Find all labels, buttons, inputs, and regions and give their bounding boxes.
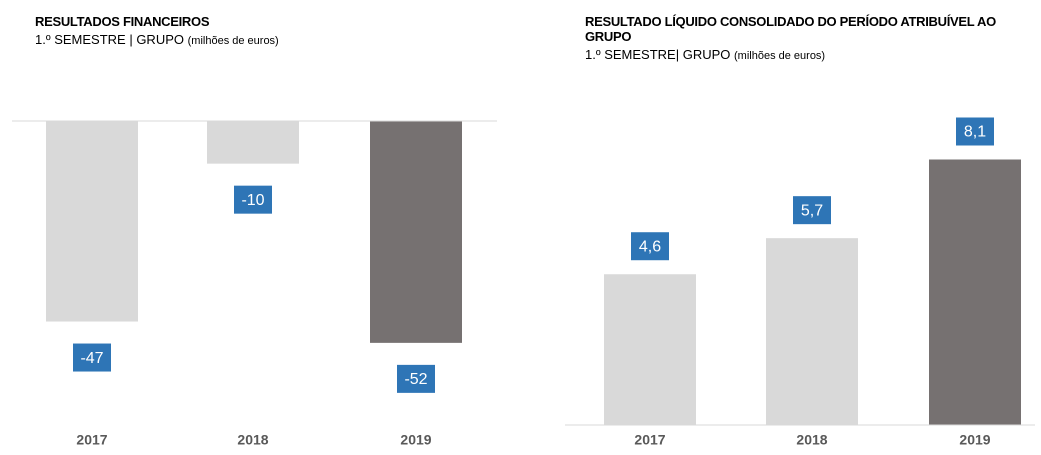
chart-header: RESULTADO LÍQUIDO CONSOLIDADO DO PERÍODO…	[585, 14, 1005, 62]
chart-subtitle: 1.º SEMESTRE | GRUPO	[35, 32, 184, 47]
x-tick-label: 2017	[634, 432, 665, 448]
bar	[207, 121, 299, 164]
x-tick-label: 2019	[400, 432, 431, 448]
value-label: -47	[80, 350, 103, 367]
bar	[604, 274, 696, 425]
chart-header: RESULTADOS FINANCEIROS 1.º SEMESTRE | GR…	[35, 14, 475, 47]
unit-label: (milhões de euros)	[187, 35, 279, 47]
chart-title: RESULTADO LÍQUIDO CONSOLIDADO DO PERÍODO…	[585, 14, 996, 44]
value-label: 4,6	[639, 238, 661, 255]
value-label-box	[956, 117, 994, 146]
unit-label: (milhões de euros)	[734, 50, 826, 62]
x-tick-label: 2018	[237, 432, 268, 448]
value-label-box	[234, 185, 272, 214]
chart-subtitle: 1.º SEMESTRE| GRUPO	[585, 47, 731, 62]
bar	[46, 121, 138, 322]
value-label-box	[397, 364, 435, 393]
x-tick-label: 2019	[959, 432, 990, 448]
value-label: -52	[404, 371, 427, 388]
bar	[929, 159, 1021, 425]
x-tick-label: 2018	[796, 432, 827, 448]
chart-title: RESULTADOS FINANCEIROS	[35, 14, 210, 29]
value-label: 8,1	[964, 124, 986, 141]
bar	[766, 238, 858, 425]
x-tick-label: 2017	[76, 432, 107, 448]
value-label-box	[631, 232, 669, 261]
value-label: 5,7	[801, 202, 823, 219]
value-label-box	[73, 343, 111, 372]
bar	[370, 121, 462, 343]
value-label-box	[793, 196, 831, 225]
value-label: -10	[241, 192, 264, 209]
